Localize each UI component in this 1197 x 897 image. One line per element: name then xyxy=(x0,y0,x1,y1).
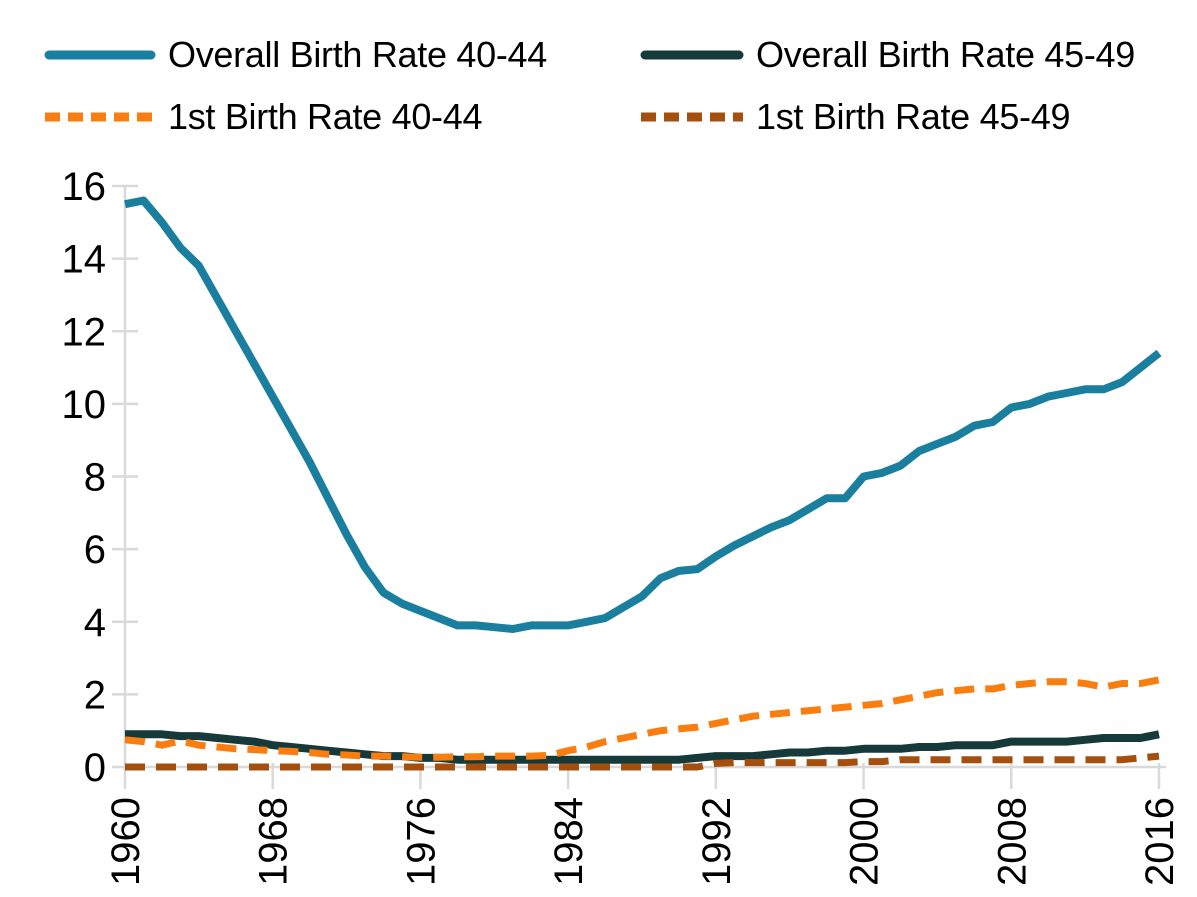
series-line-1st-birth-rate-40-44 xyxy=(124,676,1160,761)
x-tick-label: 2000 xyxy=(843,797,887,886)
legend-item-overall-40-44: Overall Birth Rate 40-44 xyxy=(44,27,547,83)
legend-label-first-45-49: 1st Birth Rate 45-49 xyxy=(756,96,1071,137)
x-tick-label: 1984 xyxy=(547,797,591,886)
y-tick-label: 16 xyxy=(62,165,107,209)
y-tick-label: 8 xyxy=(84,456,106,500)
x-tick-label: 1960 xyxy=(104,797,148,886)
legend-swatch-overall-45-49-line xyxy=(640,50,744,60)
legend-swatch-overall-40-44-line xyxy=(44,50,156,60)
series-line-1st-birth-rate-45-49 xyxy=(125,752,1160,771)
legend-swatch-first-40-44-dashed-line xyxy=(45,112,155,122)
legend-label-overall-45-49: Overall Birth Rate 45-49 xyxy=(756,34,1135,75)
y-tick-label: 4 xyxy=(84,601,106,645)
x-tick-label: 2016 xyxy=(1138,797,1182,886)
legend-label-first-40-44: 1st Birth Rate 40-44 xyxy=(168,96,483,137)
legend-label-overall-40-44: Overall Birth Rate 40-44 xyxy=(168,34,547,75)
series-line-overall-birth-rate-45-49 xyxy=(125,730,1160,764)
y-tick-label: 0 xyxy=(84,746,106,790)
legend-item-overall-45-49: Overall Birth Rate 45-49 xyxy=(640,27,1135,83)
y-tick-label: 6 xyxy=(84,528,106,572)
legend-swatch-first-45-49-dashed-line xyxy=(641,112,743,122)
x-tick-label: 2008 xyxy=(990,797,1034,886)
legend-item-first-40-44: 1st Birth Rate 40-44 xyxy=(44,89,482,145)
y-tick-label: 14 xyxy=(62,238,107,282)
x-tick-label: 1992 xyxy=(695,797,739,886)
series-line-overall-birth-rate-40-44 xyxy=(124,196,1162,633)
x-tick-label: 1976 xyxy=(399,797,443,886)
y-tick-label: 12 xyxy=(62,310,107,354)
y-tick-label: 10 xyxy=(62,383,107,427)
y-tick-label: 2 xyxy=(84,673,106,717)
legend-item-first-45-49: 1st Birth Rate 45-49 xyxy=(640,89,1070,145)
x-tick-label: 1968 xyxy=(252,797,296,886)
